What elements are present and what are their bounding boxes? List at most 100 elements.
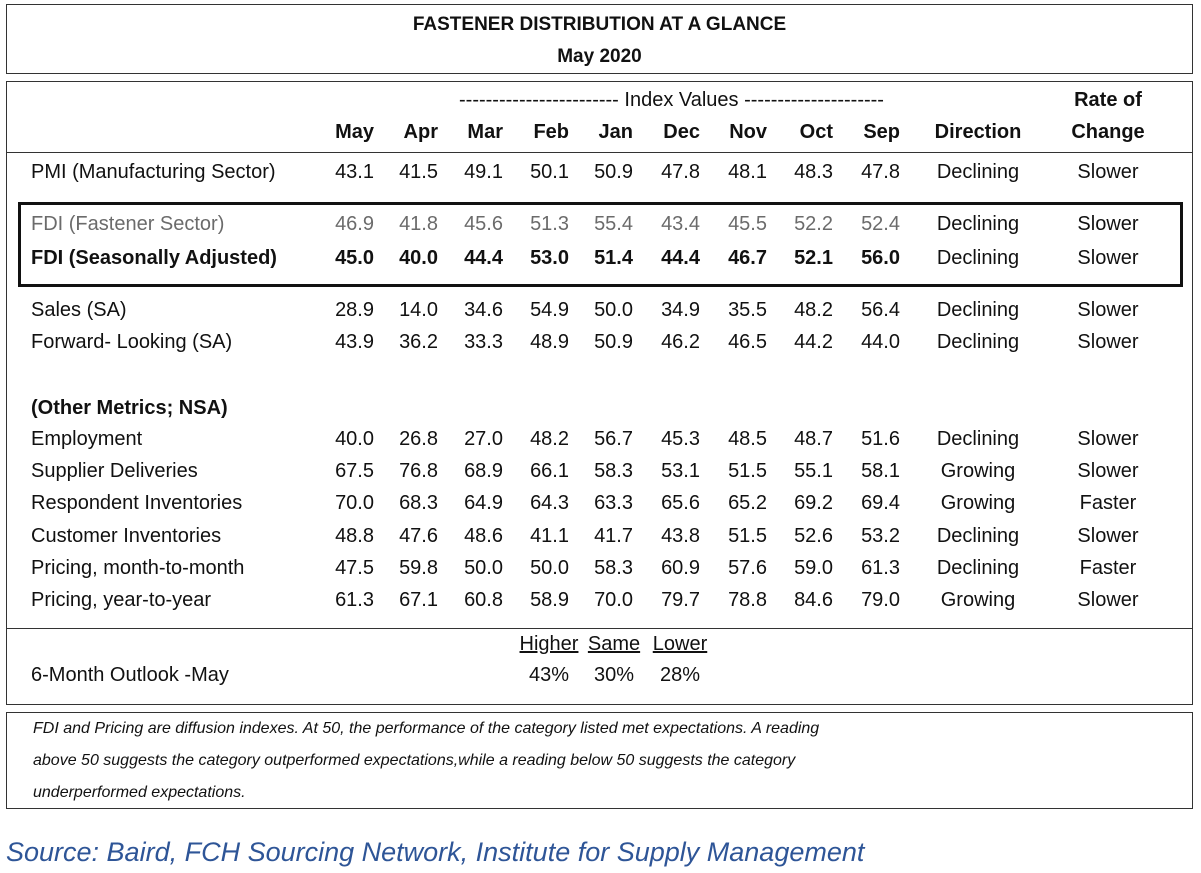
direction-cell: Declining	[936, 213, 1020, 235]
table-cell: 48.1	[728, 161, 767, 183]
table-cell: 46.9	[335, 213, 374, 235]
table-cell: 46.7	[728, 247, 767, 269]
direction-cell: Declining	[936, 428, 1020, 450]
rate-cell: Slower	[1077, 331, 1139, 353]
table-cell: 41.5	[399, 161, 438, 183]
table-cell: 27.0	[464, 428, 503, 450]
table-cell: 69.2	[794, 492, 833, 514]
table-cell: 60.8	[464, 589, 503, 611]
table-cell: 65.6	[661, 492, 700, 514]
table-cell: 50.9	[594, 331, 633, 353]
table-cell: 47.8	[661, 161, 700, 183]
table-cell: 57.6	[728, 557, 767, 579]
table-cell: 52.6	[794, 525, 833, 547]
table-cell: 66.1	[530, 460, 569, 482]
direction-cell: Declining	[936, 331, 1020, 353]
index-table	[6, 81, 1193, 705]
table-cell: 44.2	[794, 331, 833, 353]
month-header-feb: Feb	[533, 121, 569, 143]
table-cell: 58.3	[594, 460, 633, 482]
table-cell: 53.1	[661, 460, 700, 482]
table-cell: 55.4	[594, 213, 633, 235]
row-label: Pricing, year-to-year	[31, 589, 212, 611]
month-header-may: May	[335, 121, 374, 143]
outlook-header-higher: Higher	[519, 633, 579, 655]
table-cell: 26.8	[399, 428, 438, 450]
row-label: Forward- Looking (SA)	[31, 331, 233, 353]
direction-cell: Growing	[940, 589, 1016, 611]
table-cell: 43.8	[661, 525, 700, 547]
table-cell: 51.5	[728, 525, 767, 547]
table-cell: 58.1	[861, 460, 900, 482]
table-cell: 45.3	[661, 428, 700, 450]
rate-cell: Slower	[1077, 299, 1139, 321]
month-header-mar: Mar	[467, 121, 503, 143]
table-cell: 45.6	[464, 213, 503, 235]
row-label: FDI (Fastener Sector)	[31, 213, 225, 235]
table-cell: 52.2	[794, 213, 833, 235]
direction-cell: Declining	[936, 247, 1020, 269]
row-label: Respondent Inventories	[31, 492, 243, 514]
table-cell: 58.3	[594, 557, 633, 579]
table-cell: 46.5	[728, 331, 767, 353]
table-cell: 50.0	[594, 299, 633, 321]
direction-cell: Declining	[936, 299, 1020, 321]
outlook-header-same: Same	[587, 633, 641, 655]
table-cell: 41.1	[530, 525, 569, 547]
table-cell: 44.4	[661, 247, 700, 269]
table-cell: 41.8	[399, 213, 438, 235]
outlook-label: 6-Month Outlook -May	[31, 664, 229, 686]
footnote-line-3: underperformed expectations.	[33, 784, 246, 801]
direction-cell: Declining	[936, 161, 1020, 183]
table-cell: 67.5	[335, 460, 374, 482]
table-cell: 43.4	[661, 213, 700, 235]
table-cell: 53.2	[861, 525, 900, 547]
table-cell: 47.5	[335, 557, 374, 579]
table-cell: 51.5	[728, 460, 767, 482]
footnote-line-2: above 50 suggests the category outperfor…	[33, 752, 796, 769]
outlook-header-lower: Lower	[652, 633, 708, 655]
month-header-dec: Dec	[663, 121, 700, 143]
table-cell: 48.3	[794, 161, 833, 183]
table-cell: 28.9	[335, 299, 374, 321]
outlook-value-lower: 28%	[659, 664, 701, 686]
report-period: May 2020	[557, 46, 642, 67]
title-box: FASTENER DISTRIBUTION AT A GLANCE May 20…	[6, 4, 1193, 74]
footnote-box: FDI and Pricing are diffusion indexes. A…	[6, 712, 1193, 809]
table-cell: 68.3	[399, 492, 438, 514]
direction-cell: Declining	[936, 557, 1020, 579]
table-cell: 49.1	[464, 161, 503, 183]
outlook-divider	[7, 628, 1192, 629]
month-header-sep: Sep	[863, 121, 900, 143]
rate-header-line2: Change	[1071, 121, 1145, 143]
table-cell: 36.2	[399, 331, 438, 353]
row-label: PMI (Manufacturing Sector)	[31, 161, 276, 183]
rate-cell: Faster	[1079, 557, 1137, 579]
table-cell: 50.9	[594, 161, 633, 183]
outlook-value-higher: 43%	[528, 664, 570, 686]
table-cell: 41.7	[594, 525, 633, 547]
table-cell: 48.8	[335, 525, 374, 547]
source-caption: Source: Baird, FCH Sourcing Network, Ins…	[6, 837, 865, 867]
table-cell: 43.9	[335, 331, 374, 353]
table-cell: 53.0	[530, 247, 569, 269]
rate-cell: Slower	[1077, 460, 1139, 482]
table-cell: 76.8	[399, 460, 438, 482]
table-cell: 50.0	[530, 557, 569, 579]
table-cell: 58.9	[530, 589, 569, 611]
table-cell: 48.2	[530, 428, 569, 450]
table-cell: 45.0	[335, 247, 374, 269]
table-cell: 78.8	[728, 589, 767, 611]
row-label: Supplier Deliveries	[31, 460, 198, 482]
table-cell: 65.2	[728, 492, 767, 514]
table-cell: 56.0	[861, 247, 900, 269]
table-cell: 51.4	[594, 247, 633, 269]
table-cell: 33.3	[464, 331, 503, 353]
table-cell: 67.1	[399, 589, 438, 611]
table-cell: 59.0	[794, 557, 833, 579]
month-header-jan: Jan	[598, 121, 633, 143]
table-cell: 61.3	[861, 557, 900, 579]
table-cell: 61.3	[335, 589, 374, 611]
table-cell: 14.0	[399, 299, 438, 321]
report-title: FASTENER DISTRIBUTION AT A GLANCE	[412, 14, 787, 35]
